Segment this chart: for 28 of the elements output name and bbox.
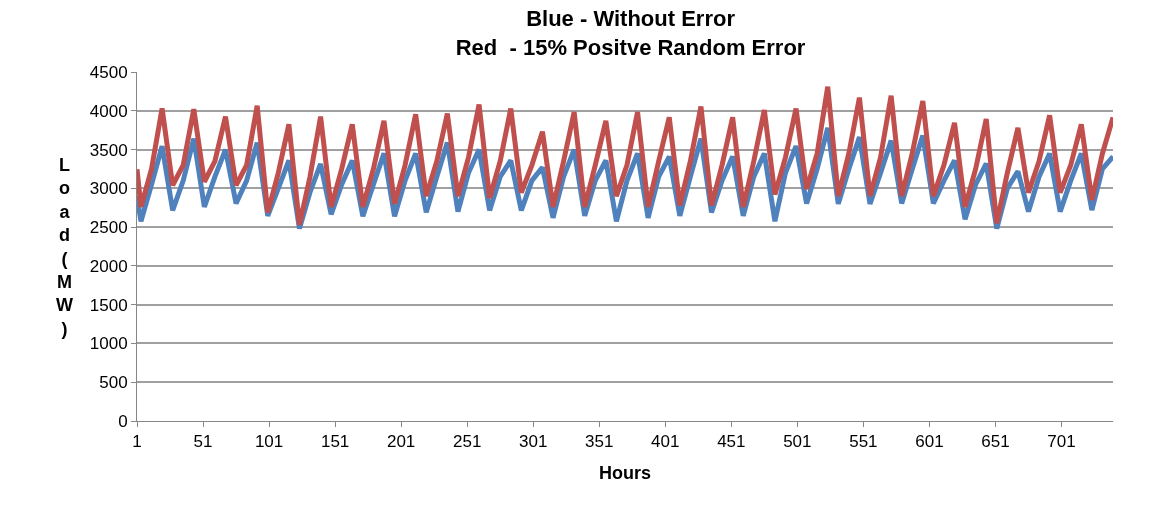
- y-tick-label: 0: [118, 411, 128, 431]
- x-tick-label: 51: [193, 432, 213, 452]
- chart-title: Blue - Without Error Red - 15% Positve Random Error: [455, 6, 806, 60]
- y-tick-label: 3500: [89, 140, 128, 160]
- x-tick-label: 401: [651, 432, 680, 452]
- x-tick-label: 201: [386, 432, 416, 452]
- x-tick-label: 101: [254, 432, 284, 452]
- y-tick-label: 4500: [89, 62, 128, 82]
- y-tick-label: 2000: [89, 256, 128, 276]
- x-tick-label: 451: [717, 432, 746, 452]
- y-tick-label: 2500: [89, 218, 128, 238]
- y-tick-label: 1500: [89, 295, 128, 315]
- x-tick-label: 351: [585, 432, 614, 452]
- y-tick-label: 500: [99, 373, 128, 393]
- x-tick-label: 151: [320, 432, 350, 452]
- y-tick-label: 4000: [89, 101, 128, 121]
- y-tick-label: 1000: [89, 334, 128, 354]
- x-tick-label: 501: [783, 432, 812, 452]
- y-tick-label: 3000: [89, 179, 128, 199]
- x-tick-label: 301: [519, 432, 548, 452]
- x-tick-label: 651: [981, 432, 1010, 452]
- x-tick-label: 251: [452, 432, 482, 452]
- x-axis-title: Hours: [598, 462, 652, 483]
- x-tick-label: 551: [849, 432, 878, 452]
- x-tick-label: 1: [132, 432, 142, 452]
- x-tick-label: 601: [915, 432, 944, 452]
- x-tick-label: 701: [1047, 432, 1076, 452]
- y-axis-title: Load (MW): [56, 155, 73, 339]
